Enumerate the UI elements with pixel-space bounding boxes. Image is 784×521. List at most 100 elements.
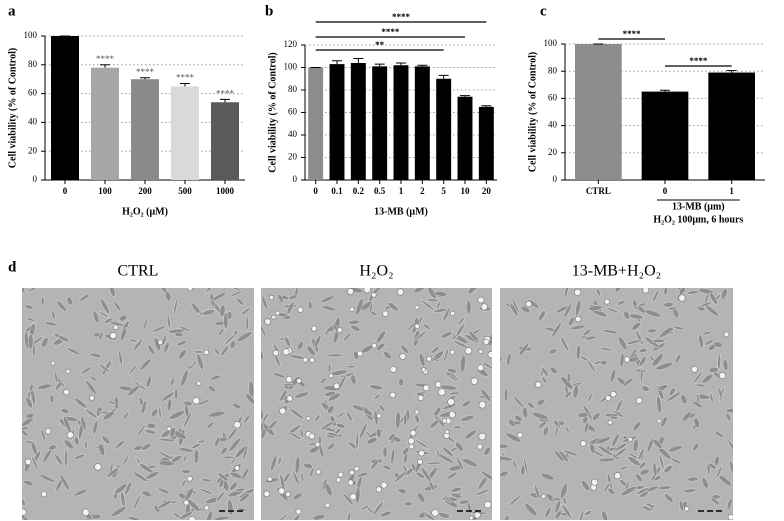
bar	[171, 86, 199, 180]
cell	[161, 334, 167, 346]
cell	[701, 373, 714, 384]
cell	[157, 499, 173, 510]
bar	[372, 66, 388, 180]
x-tick-label: 1	[399, 186, 404, 196]
cell	[651, 338, 666, 343]
cell	[222, 479, 230, 492]
round-cell	[438, 388, 446, 396]
round-cell	[614, 472, 622, 480]
cell	[695, 383, 706, 388]
cell	[641, 385, 650, 392]
cell	[554, 509, 563, 520]
cell	[418, 352, 426, 368]
cell	[615, 399, 623, 413]
cell	[579, 509, 585, 520]
round-cell	[324, 502, 331, 509]
round-cell	[234, 465, 240, 471]
cell	[414, 329, 428, 341]
cell	[113, 301, 122, 312]
cell	[202, 309, 216, 316]
cell	[85, 380, 97, 395]
cell	[32, 343, 36, 358]
cell	[40, 428, 46, 442]
round-cell	[349, 306, 355, 312]
cells	[500, 288, 733, 520]
round-cell	[305, 416, 311, 421]
cell	[692, 442, 700, 452]
round-cell	[335, 477, 341, 483]
cell	[551, 321, 562, 338]
round-cell	[484, 500, 492, 509]
cell	[296, 340, 304, 351]
cell	[133, 494, 142, 510]
round-cell	[468, 515, 474, 520]
cell	[701, 476, 709, 489]
cell	[236, 331, 253, 342]
cell	[687, 476, 699, 482]
cell	[707, 462, 717, 470]
cell	[635, 487, 650, 495]
round-cell	[188, 516, 196, 520]
y-tick-label: 100	[24, 30, 38, 40]
cell	[512, 420, 522, 426]
round-cell	[328, 373, 334, 379]
cell	[292, 514, 301, 520]
cell	[666, 391, 682, 402]
cell	[114, 483, 128, 495]
bracket-label: ****	[689, 56, 708, 66]
cell	[680, 394, 688, 405]
cell	[219, 304, 226, 318]
cell	[119, 314, 128, 322]
cell	[181, 479, 187, 487]
cell	[667, 306, 677, 311]
round-cell	[591, 478, 599, 486]
cell	[652, 461, 658, 477]
cell	[89, 352, 102, 358]
cell	[351, 404, 365, 412]
cell	[59, 474, 70, 491]
cell	[455, 323, 465, 338]
cell	[477, 476, 488, 490]
cell	[638, 347, 648, 353]
cell	[596, 288, 601, 297]
cell	[635, 330, 644, 346]
cell	[110, 506, 127, 517]
cell	[180, 369, 189, 387]
y-axis-label: Cell viability (% of Control)	[7, 48, 18, 168]
cell	[366, 437, 378, 445]
cell	[709, 292, 718, 305]
cell	[218, 478, 225, 489]
round-cell	[297, 306, 304, 313]
cell	[209, 374, 222, 381]
y-tick-label: 80	[288, 84, 298, 94]
round-cell	[656, 418, 662, 424]
cell	[40, 296, 45, 307]
cell	[452, 425, 463, 429]
cell	[458, 499, 471, 505]
cell	[299, 428, 304, 439]
y-tick-label: 60	[28, 88, 38, 98]
cell	[158, 405, 162, 420]
cell	[79, 293, 91, 302]
round-cell	[477, 364, 484, 372]
cell	[562, 449, 579, 457]
round-cell	[371, 292, 377, 298]
cell	[441, 446, 454, 458]
round-cell	[157, 339, 164, 345]
cell	[236, 297, 245, 306]
cell	[23, 480, 34, 487]
cell	[403, 413, 408, 427]
cell	[229, 481, 239, 491]
cell	[100, 298, 110, 315]
bar	[414, 66, 430, 180]
cell	[455, 456, 465, 472]
x-tick-label: 500	[178, 186, 192, 196]
cell	[89, 375, 98, 382]
cell	[174, 387, 179, 401]
cell	[606, 307, 619, 314]
round-cell	[357, 350, 364, 357]
cell	[205, 288, 215, 293]
y-tick-label: 0	[293, 174, 298, 184]
cell	[663, 464, 673, 474]
cell	[674, 353, 682, 364]
